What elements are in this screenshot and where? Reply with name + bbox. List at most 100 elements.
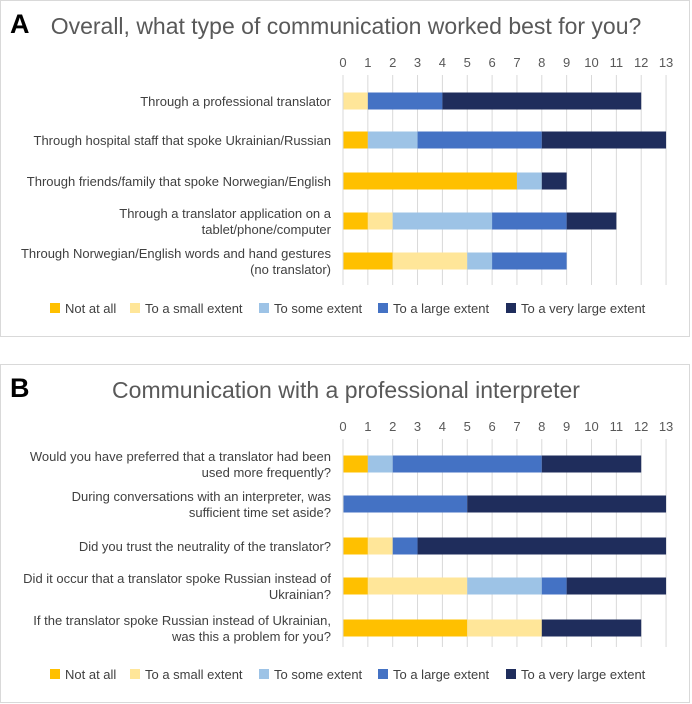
bar-segment — [541, 577, 567, 595]
bar-segment — [467, 619, 542, 637]
bar-segment — [367, 455, 393, 473]
legend-swatch — [50, 669, 60, 679]
category-label: Through a professional translator — [140, 94, 331, 109]
chart-panel-a: A Overall, what type of communication wo… — [0, 0, 690, 337]
legend-swatch — [259, 303, 269, 313]
x-tick-label: 4 — [439, 419, 446, 434]
x-tick-label: 7 — [513, 419, 520, 434]
bar-segment — [392, 212, 493, 230]
x-tick-label: 6 — [488, 55, 495, 70]
category-label: During conversations with an interpreter… — [72, 489, 332, 520]
legend-swatch — [259, 669, 269, 679]
bar-segment — [541, 131, 667, 149]
x-tick-label: 0 — [339, 55, 346, 70]
bar-segment — [392, 455, 542, 473]
bar-segment — [367, 577, 468, 595]
category-label: Through Norwegian/English words and hand… — [21, 246, 332, 277]
panel-letter: A — [10, 9, 30, 39]
bar-segment — [467, 577, 542, 595]
x-tick-label: 4 — [439, 55, 446, 70]
bar-segment — [442, 92, 642, 110]
x-tick-label: 8 — [538, 419, 545, 434]
x-tick-label: 10 — [584, 419, 598, 434]
bar-segment — [343, 537, 368, 555]
bar-segment — [343, 212, 368, 230]
bar-segment — [492, 212, 567, 230]
category-label: Did it occur that a translator spoke Rus… — [23, 571, 331, 602]
x-tick-label: 1 — [364, 419, 371, 434]
bar-segment — [492, 252, 567, 270]
x-tick-label: 7 — [513, 55, 520, 70]
bar-segment — [467, 252, 493, 270]
legend-label: To a very large extent — [521, 301, 646, 316]
bar-segment — [343, 577, 368, 595]
legend-label: To a small extent — [145, 301, 243, 316]
x-tick-label: 11 — [610, 419, 624, 434]
legend-label: To a large extent — [393, 667, 490, 682]
bar-segment — [367, 92, 443, 110]
bar-segment — [541, 619, 642, 637]
x-tick-label: 3 — [414, 55, 421, 70]
x-tick-label: 12 — [634, 419, 648, 434]
legend-label: To some extent — [274, 301, 363, 316]
chart-panel-b: B Communication with a professional inte… — [0, 364, 690, 703]
category-label: Would you have preferred that a translat… — [30, 449, 331, 480]
bar-segment — [566, 212, 617, 230]
legend-swatch — [378, 303, 388, 313]
x-tick-label: 2 — [389, 419, 396, 434]
legend-swatch — [50, 303, 60, 313]
x-tick-label: 5 — [464, 419, 471, 434]
x-tick-label: 3 — [414, 419, 421, 434]
legend-label: Not at all — [65, 667, 116, 682]
bar-segment — [367, 131, 418, 149]
bar-segment — [367, 537, 393, 555]
bar-segment — [367, 212, 393, 230]
bar-segment — [417, 537, 667, 555]
x-tick-label: 9 — [563, 419, 570, 434]
x-tick-label: 0 — [339, 419, 346, 434]
bar-segment — [566, 577, 667, 595]
x-tick-label: 9 — [563, 55, 570, 70]
x-tick-label: 13 — [659, 55, 673, 70]
legend-swatch — [506, 669, 516, 679]
bar-segment — [541, 455, 642, 473]
bar-segment — [541, 172, 567, 190]
x-tick-label: 2 — [389, 55, 396, 70]
bar-segment — [516, 172, 542, 190]
legend-swatch — [130, 669, 140, 679]
bar-segment — [392, 537, 418, 555]
x-tick-label: 11 — [610, 55, 624, 70]
category-label: Through friends/family that spoke Norweg… — [27, 174, 331, 189]
legend-label: To some extent — [274, 667, 363, 682]
legend-label: To a small extent — [145, 667, 243, 682]
x-tick-label: 1 — [364, 55, 371, 70]
x-tick-label: 10 — [584, 55, 598, 70]
category-label: Did you trust the neutrality of the tran… — [79, 539, 331, 554]
legend-label: To a very large extent — [521, 667, 646, 682]
legend-swatch — [378, 669, 388, 679]
bar-segment — [467, 495, 667, 513]
category-label: Through a translator application on a tab… — [119, 206, 332, 237]
bar-segment — [343, 495, 468, 513]
legend-label: Not at all — [65, 301, 116, 316]
category-label: Through hospital staff that spoke Ukrain… — [34, 133, 331, 148]
bar-segment — [343, 92, 368, 110]
x-tick-label: 13 — [659, 419, 673, 434]
bar-segment — [343, 455, 368, 473]
x-tick-label: 6 — [488, 419, 495, 434]
bar-segment — [343, 619, 468, 637]
x-tick-label: 8 — [538, 55, 545, 70]
bar-segment — [343, 131, 368, 149]
bar-segment — [392, 252, 468, 270]
chart-title: Communication with a professional interp… — [112, 377, 580, 403]
legend-swatch — [506, 303, 516, 313]
bar-segment — [343, 252, 393, 270]
x-tick-label: 5 — [464, 55, 471, 70]
panel-letter: B — [10, 373, 30, 403]
bar-segment — [343, 172, 517, 190]
category-label: If the translator spoke Russian instead … — [33, 613, 331, 644]
chart-title: Overall, what type of communication work… — [50, 13, 642, 39]
legend-swatch — [130, 303, 140, 313]
